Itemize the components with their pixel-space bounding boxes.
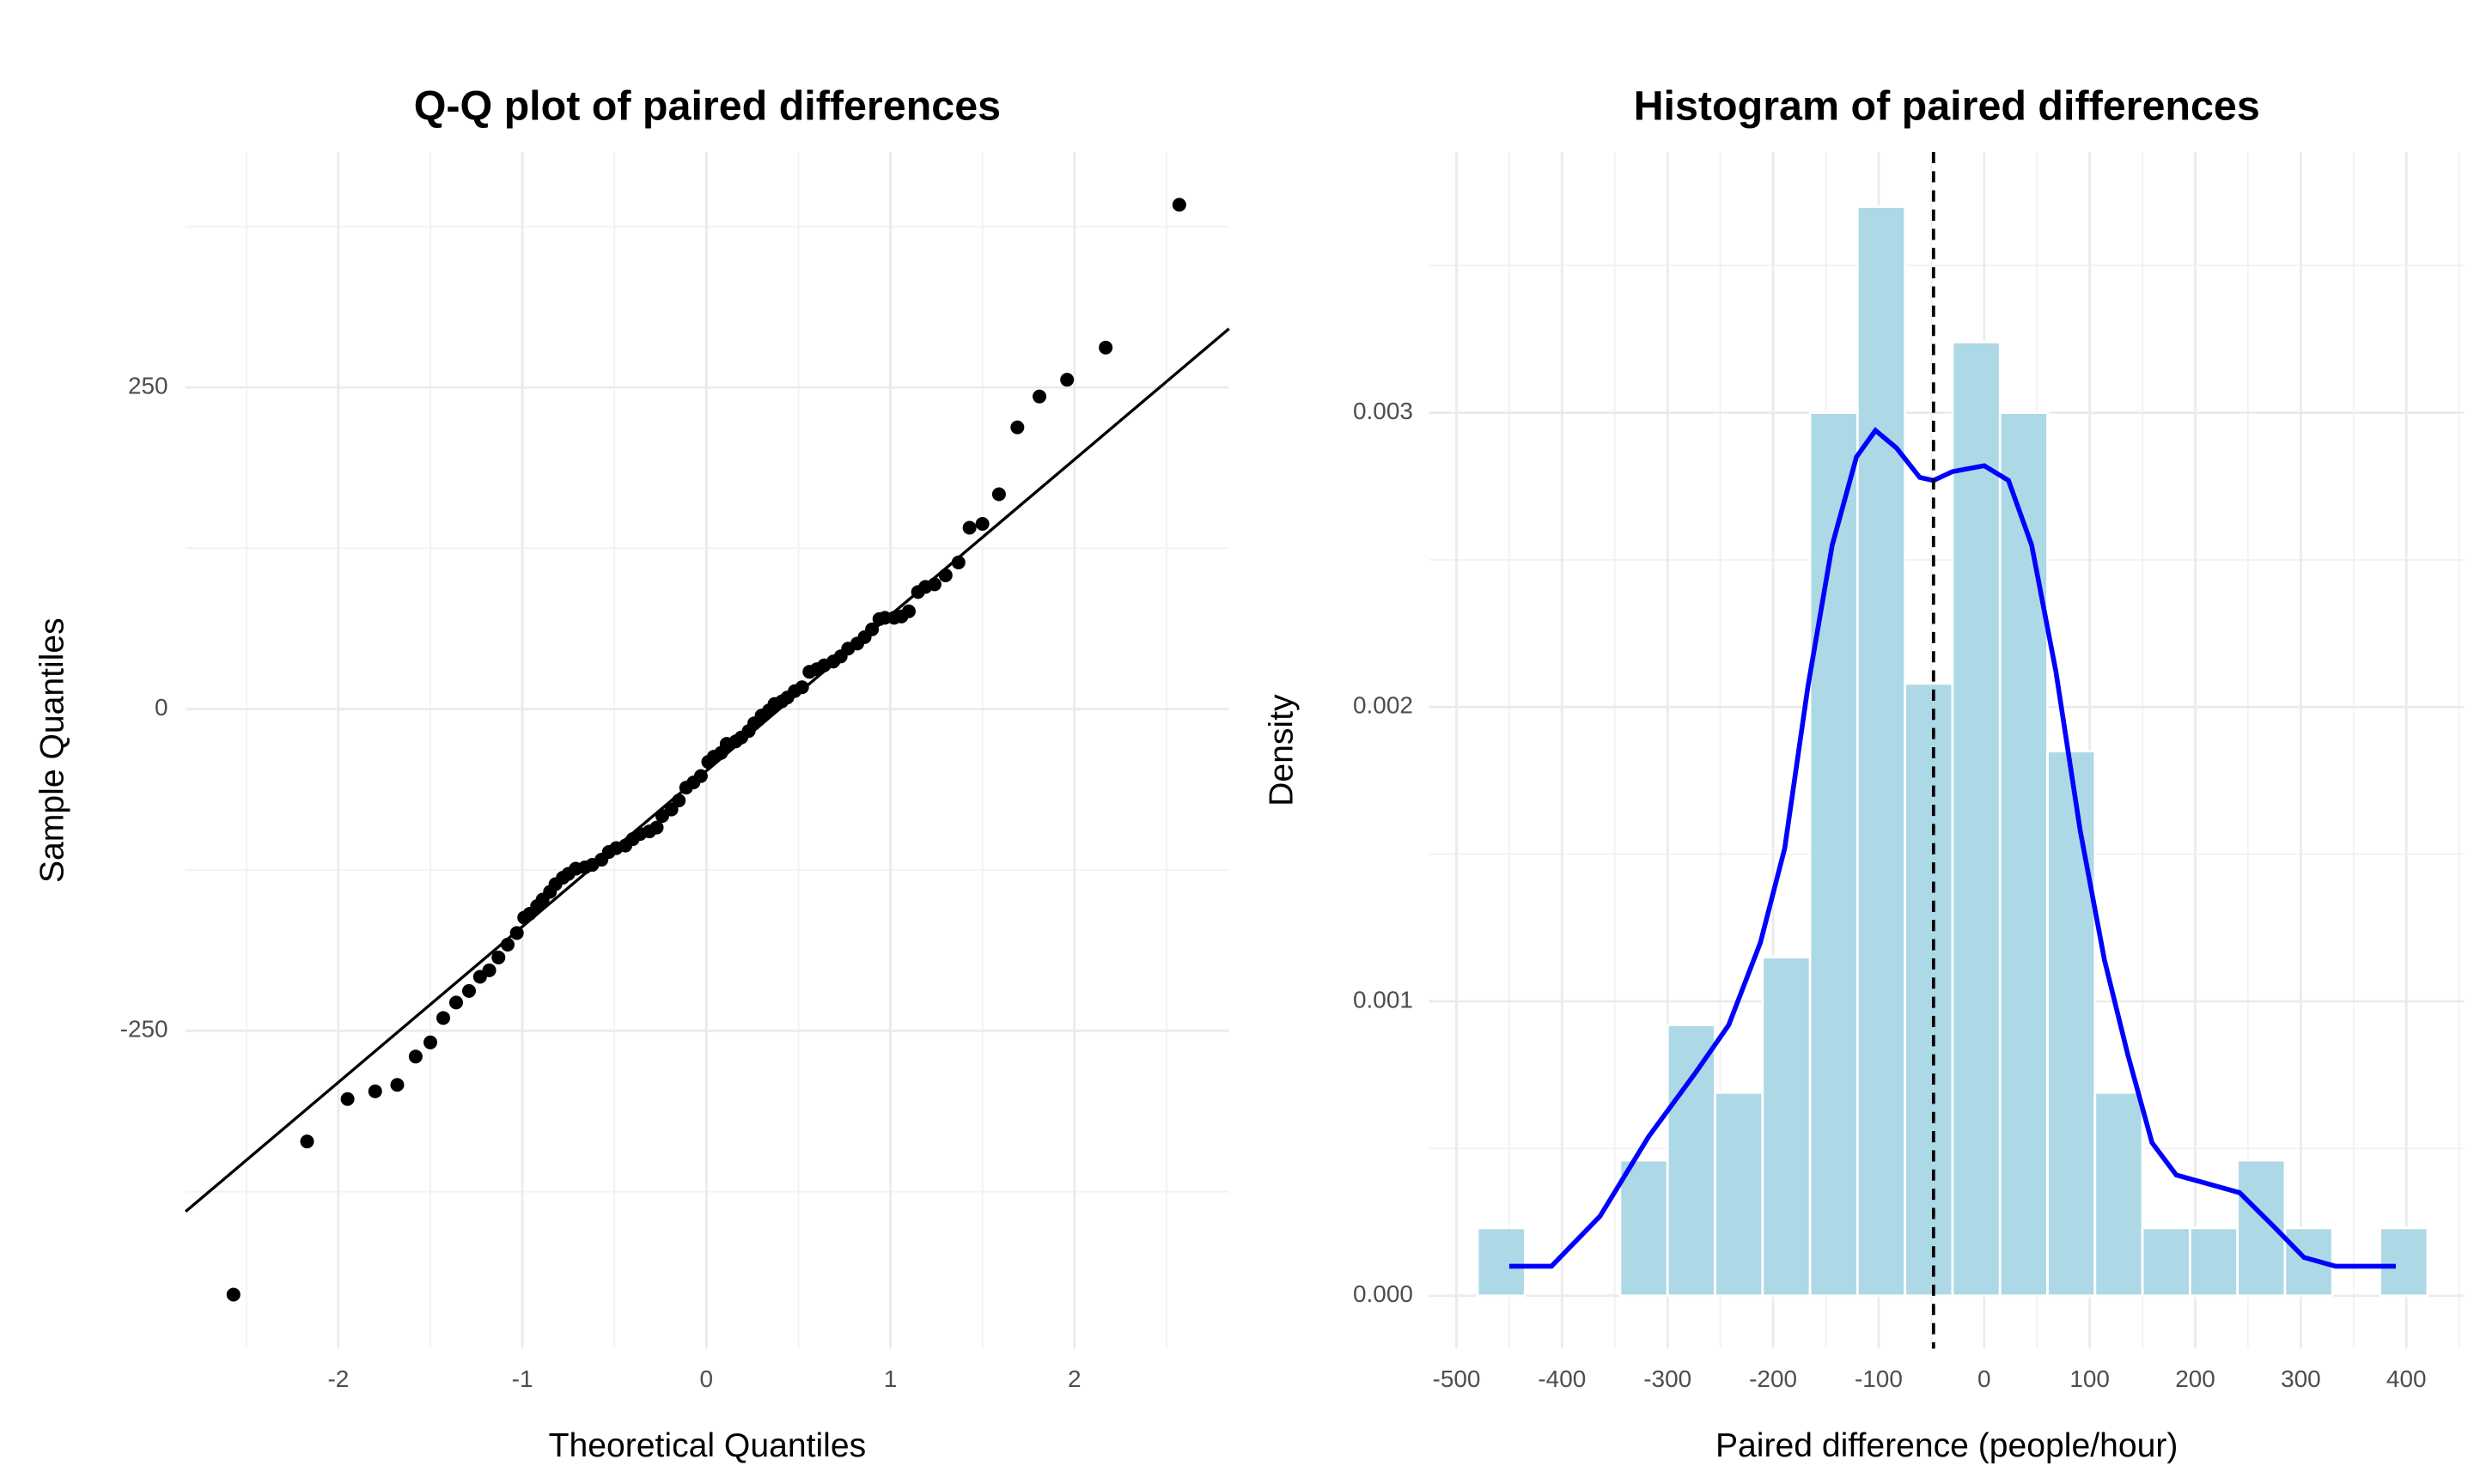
y-tick-label: 250 — [128, 373, 168, 399]
bar — [1666, 1024, 1716, 1298]
point — [461, 983, 476, 998]
bar — [2283, 1226, 2334, 1298]
bar — [1476, 1226, 1526, 1298]
density-curve — [1508, 427, 2396, 1269]
point — [991, 487, 1006, 502]
point — [300, 1134, 314, 1149]
point — [436, 1011, 451, 1025]
bar — [2093, 1091, 2144, 1298]
point — [1172, 198, 1186, 212]
point — [226, 1287, 241, 1302]
x-tick-label: -2 — [327, 1365, 349, 1392]
x-tick-label: -300 — [1643, 1365, 1691, 1392]
x-tick-label: 0 — [700, 1365, 714, 1392]
bar — [1761, 956, 1812, 1298]
point — [962, 520, 977, 535]
point — [901, 604, 916, 618]
point — [951, 555, 966, 569]
x-tick-label: -400 — [1538, 1365, 1586, 1392]
y-tick-label: 0.000 — [1353, 1280, 1413, 1307]
bar — [1855, 205, 1907, 1298]
point — [649, 820, 664, 835]
bar — [2188, 1226, 2239, 1298]
bar — [1808, 411, 1859, 1298]
point — [975, 516, 990, 531]
bar — [2141, 1226, 2191, 1298]
x-tick-label: 400 — [2386, 1365, 2427, 1392]
x-axis-title: Theoretical Quantiles — [549, 1427, 867, 1464]
y-axis-title: Density — [1263, 694, 1300, 806]
y-tick-label: 0.003 — [1353, 398, 1413, 424]
bar — [2379, 1226, 2429, 1298]
bar — [1998, 411, 2049, 1298]
x-tick-label: 2 — [1068, 1365, 1082, 1392]
point — [368, 1084, 382, 1098]
point — [482, 963, 497, 977]
x-tick-label: -1 — [512, 1365, 533, 1392]
y-axis-title: Sample Quantiles — [34, 617, 71, 883]
x-tick-label: 1 — [884, 1365, 898, 1392]
x-tick-label: 200 — [2175, 1365, 2215, 1392]
point — [865, 622, 880, 636]
reference-line — [185, 327, 1230, 1213]
bar — [1951, 340, 2002, 1298]
point — [491, 950, 506, 964]
point — [448, 995, 463, 1010]
bar — [1904, 682, 1954, 1298]
point — [1010, 420, 1025, 435]
point — [390, 1078, 405, 1092]
bar — [1618, 1159, 1669, 1298]
point — [1060, 373, 1075, 387]
chart-title: Q-Q plot of paired differences — [414, 82, 1001, 129]
point — [938, 568, 953, 582]
x-tick-label: 0 — [1977, 1365, 1991, 1392]
point — [927, 577, 941, 592]
point — [500, 937, 515, 952]
y-tick-label: 0.001 — [1353, 986, 1413, 1013]
bar — [1714, 1091, 1764, 1298]
x-tick-label: 300 — [2281, 1365, 2321, 1392]
point — [693, 769, 708, 783]
y-tick-label: 0.002 — [1353, 692, 1413, 719]
x-tick-label: -200 — [1749, 1365, 1797, 1392]
point — [509, 926, 524, 940]
point — [1099, 340, 1113, 355]
point — [408, 1049, 423, 1064]
point — [340, 1092, 355, 1106]
chart-title: Histogram of paired differences — [1634, 82, 2260, 129]
y-tick-label: -250 — [120, 1016, 168, 1043]
x-axis-title: Paired difference (people/hour) — [1715, 1427, 2178, 1464]
point — [423, 1035, 438, 1049]
panel: -2 -1 0 1 2 -250 0 250 Q-Q plot of paired differ… — [34, 82, 1230, 1464]
bar — [2046, 750, 2097, 1298]
panel: -500 -400 -300 -200 -100 0 100 200 300 400 0.000 0.… — [1263, 82, 2465, 1464]
point — [795, 680, 809, 695]
x-tick-label: -100 — [1855, 1365, 1903, 1392]
y-tick-label: 0 — [155, 694, 168, 721]
point — [672, 794, 686, 808]
point — [1033, 389, 1047, 404]
x-tick-label: 100 — [2069, 1365, 2110, 1392]
x-tick-label: -500 — [1433, 1365, 1481, 1392]
